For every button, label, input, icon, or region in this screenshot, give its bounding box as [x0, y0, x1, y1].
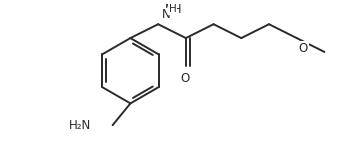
Text: O: O: [180, 72, 189, 85]
Text: H₂N: H₂N: [69, 119, 91, 132]
Text: H: H: [169, 4, 177, 14]
Text: N: N: [162, 8, 171, 21]
Text: O: O: [299, 42, 308, 55]
Text: NH: NH: [165, 3, 183, 16]
